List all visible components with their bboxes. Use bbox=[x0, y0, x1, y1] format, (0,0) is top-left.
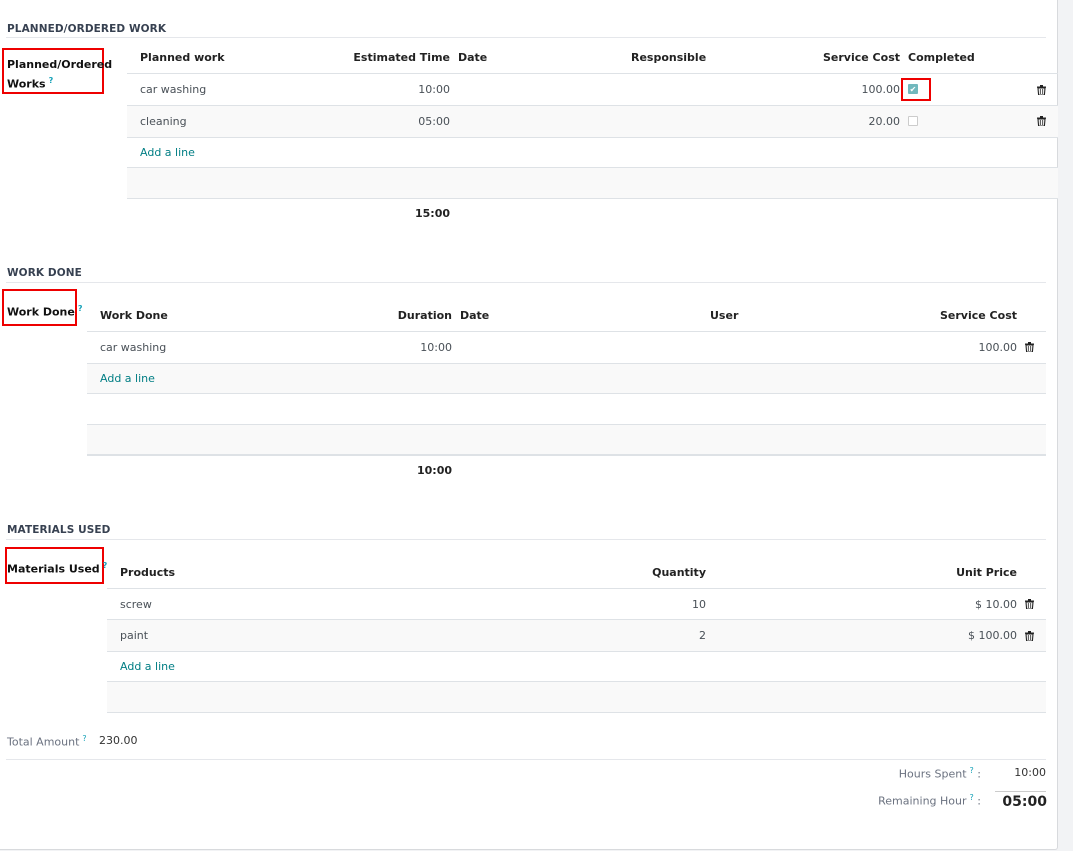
cell-duration[interactable]: 10:00 bbox=[420, 341, 452, 354]
table-header bbox=[127, 42, 1058, 74]
divider bbox=[6, 282, 1046, 283]
cell-cost[interactable]: 20.00 bbox=[868, 115, 901, 128]
divider bbox=[6, 37, 1046, 38]
divider bbox=[995, 791, 1046, 792]
cell-price[interactable]: $ 10.00 bbox=[975, 598, 1017, 611]
section-title-planned: PLANNED/ORDERED WORK bbox=[7, 23, 167, 35]
cell-quantity[interactable]: 10 bbox=[692, 598, 706, 611]
col-service-cost[interactable]: Service Cost bbox=[940, 309, 1017, 322]
add-line-link[interactable]: Add a line bbox=[140, 146, 195, 159]
help-icon[interactable]: ? bbox=[102, 561, 108, 570]
label-line-2: Works bbox=[7, 77, 46, 91]
section-title-work-done: WORK DONE bbox=[7, 267, 82, 279]
empty-row bbox=[127, 168, 1058, 199]
trash-icon[interactable] bbox=[1037, 85, 1046, 95]
completed-checkbox[interactable] bbox=[908, 116, 918, 126]
remaining-hour-label: Remaining Hour? : bbox=[800, 793, 981, 808]
table-header bbox=[87, 300, 1046, 332]
add-line-row bbox=[127, 138, 1058, 168]
total-amount-label: Total Amount? bbox=[7, 734, 87, 749]
cell-product[interactable]: paint bbox=[120, 629, 149, 642]
label-text: Work Done bbox=[7, 305, 75, 319]
field-label-planned-works: Planned/Ordered Works? bbox=[7, 57, 112, 93]
label-text: Hours Spent bbox=[898, 767, 967, 781]
label-text: Remaining Hour bbox=[878, 794, 967, 808]
col-quantity[interactable]: Quantity bbox=[652, 566, 706, 579]
table-row[interactable] bbox=[127, 74, 1058, 106]
cell-time[interactable]: 05:00 bbox=[418, 115, 450, 128]
help-icon[interactable]: ? bbox=[969, 766, 974, 775]
add-line-row bbox=[87, 364, 1046, 394]
cell-cost[interactable]: 100.00 bbox=[978, 341, 1018, 354]
highlight-box bbox=[5, 547, 104, 584]
col-date[interactable]: Date bbox=[460, 309, 490, 322]
trash-icon[interactable] bbox=[1025, 599, 1034, 609]
divider bbox=[6, 539, 1046, 540]
trash-icon[interactable] bbox=[1037, 116, 1046, 126]
help-icon[interactable]: ? bbox=[48, 76, 54, 85]
col-service-cost[interactable]: Service Cost bbox=[823, 51, 900, 64]
divider bbox=[6, 759, 1046, 760]
remaining-hour-value: 05:00 bbox=[1002, 794, 1047, 810]
highlight-box bbox=[2, 48, 104, 94]
add-line-link[interactable]: Add a line bbox=[100, 372, 155, 385]
cell-work[interactable]: cleaning bbox=[140, 115, 187, 128]
table-row[interactable] bbox=[87, 332, 1046, 364]
cell-product[interactable]: screw bbox=[120, 598, 152, 611]
help-icon[interactable]: ? bbox=[77, 304, 83, 313]
table-row[interactable] bbox=[107, 620, 1046, 652]
total-amount-value: 230.00 bbox=[99, 734, 138, 747]
label-text: Materials Used bbox=[7, 562, 100, 576]
colon: : bbox=[977, 794, 981, 808]
label-text: Total Amount bbox=[7, 735, 80, 749]
field-label-work-done: Work Done? bbox=[7, 301, 83, 321]
empty-row bbox=[107, 682, 1046, 713]
col-duration[interactable]: Duration bbox=[397, 309, 452, 322]
cell-work[interactable]: car washing bbox=[140, 83, 207, 96]
hours-spent-label: Hours Spent? : bbox=[800, 766, 981, 781]
col-date[interactable]: Date bbox=[458, 51, 488, 64]
label-line-1: Planned/Ordered bbox=[7, 58, 113, 71]
empty-row bbox=[87, 425, 1046, 456]
col-responsible[interactable]: Responsible bbox=[631, 51, 707, 64]
col-work-done[interactable]: Work Done bbox=[100, 309, 168, 322]
total-estimated-time: 15:00 bbox=[414, 207, 450, 220]
total-duration: 10:00 bbox=[416, 464, 452, 477]
highlight-box bbox=[901, 78, 931, 101]
add-line-row bbox=[107, 652, 1046, 682]
col-completed[interactable]: Completed bbox=[908, 51, 975, 64]
table-header bbox=[107, 557, 1046, 589]
help-icon[interactable]: ? bbox=[969, 793, 974, 802]
colon: : bbox=[977, 767, 981, 781]
trash-icon[interactable] bbox=[1025, 631, 1034, 641]
cell-work[interactable]: car washing bbox=[100, 341, 167, 354]
col-planned-work[interactable]: Planned work bbox=[140, 51, 225, 64]
add-line-link[interactable]: Add a line bbox=[120, 660, 175, 673]
empty-row bbox=[87, 394, 1046, 425]
cell-time[interactable]: 10:00 bbox=[418, 83, 450, 96]
cell-price[interactable]: $ 100.00 bbox=[968, 629, 1017, 642]
field-label-materials: Materials Used? bbox=[7, 558, 107, 578]
highlight-box bbox=[2, 289, 77, 326]
table-row[interactable] bbox=[127, 106, 1058, 138]
col-estimated-time[interactable]: Estimated Time bbox=[353, 51, 450, 64]
cell-cost[interactable]: 100.00 bbox=[861, 83, 901, 96]
col-user[interactable]: User bbox=[710, 309, 739, 322]
trash-icon[interactable] bbox=[1025, 342, 1034, 352]
table-row[interactable] bbox=[107, 589, 1046, 620]
col-unit-price[interactable]: Unit Price bbox=[956, 566, 1017, 579]
section-title-materials: MATERIALS USED bbox=[7, 524, 111, 536]
hours-spent-value: 10:00 bbox=[1014, 766, 1046, 779]
col-products[interactable]: Products bbox=[120, 566, 176, 579]
help-icon[interactable]: ? bbox=[82, 734, 87, 743]
cell-quantity[interactable]: 2 bbox=[699, 629, 706, 642]
completed-checkbox[interactable]: ✔ bbox=[908, 84, 918, 94]
